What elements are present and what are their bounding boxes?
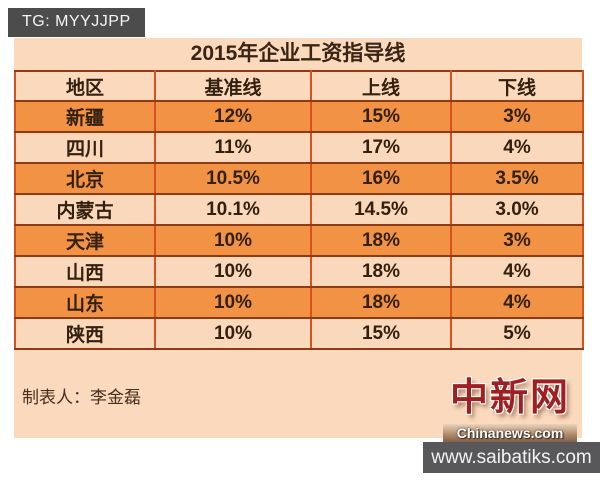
cell-upper: 16% <box>310 162 452 195</box>
cell-baseline: 10.5% <box>154 162 312 195</box>
cell-upper: 14.5% <box>310 193 452 226</box>
watermark-url: www.saibatiks.com <box>423 442 600 473</box>
cell-baseline: 10% <box>154 224 312 257</box>
cell-lower: 3% <box>450 100 584 133</box>
cell-lower: 3.5% <box>450 162 584 195</box>
cell-region: 北京 <box>14 162 156 195</box>
table-row: 山东 10% 18% 4% <box>14 286 584 319</box>
cell-baseline: 10% <box>154 286 312 319</box>
cell-lower: 3% <box>450 224 584 257</box>
table-row: 内蒙古 10.1% 14.5% 3.0% <box>14 193 584 226</box>
cell-region: 陕西 <box>14 317 156 350</box>
header-region: 地区 <box>14 70 156 102</box>
cell-lower: 5% <box>450 317 584 350</box>
header-lower-line: 下线 <box>450 70 584 102</box>
cell-region: 山东 <box>14 286 156 319</box>
cell-upper: 18% <box>310 255 452 288</box>
cell-upper: 17% <box>310 131 452 164</box>
cell-baseline: 11% <box>154 131 312 164</box>
cell-baseline: 12% <box>154 100 312 133</box>
cell-upper: 15% <box>310 317 452 350</box>
header-upper-line: 上线 <box>310 70 452 102</box>
table-row: 天津 10% 18% 3% <box>14 224 584 257</box>
cell-baseline: 10.1% <box>154 193 312 226</box>
header-baseline: 基准线 <box>154 70 312 102</box>
cell-region: 山西 <box>14 255 156 288</box>
chinanews-logo: 中新网 <box>449 374 570 419</box>
wage-guideline-table: 地区 基准线 上线 下线 新疆 12% 15% 3% 四川 11% 17% 4%… <box>14 70 584 350</box>
cell-lower: 3.0% <box>450 193 584 226</box>
table-credit: 制表人：李金磊 <box>22 388 141 407</box>
table-title: 2015年企业工资指导线 <box>190 42 406 65</box>
cell-region: 天津 <box>14 224 156 257</box>
wage-guideline-panel: 2015年企业工资指导线 地区 基准线 上线 下线 新疆 12% 15% 3% … <box>14 38 584 438</box>
cell-upper: 18% <box>310 286 452 319</box>
cell-upper: 18% <box>310 224 452 257</box>
cell-region: 内蒙古 <box>14 193 156 226</box>
cell-lower: 4% <box>450 255 584 288</box>
cell-lower: 4% <box>450 286 584 319</box>
table-row: 四川 11% 17% 4% <box>14 131 584 164</box>
table-row: 山西 10% 18% 4% <box>14 255 584 288</box>
cell-upper: 15% <box>310 100 452 133</box>
cell-baseline: 10% <box>154 255 312 288</box>
table-header-row: 地区 基准线 上线 下线 <box>14 70 584 102</box>
cell-region: 新疆 <box>14 100 156 133</box>
cell-lower: 4% <box>450 131 584 164</box>
table-row: 北京 10.5% 16% 3.5% <box>14 162 584 195</box>
tg-badge: TG: MYYJJPP <box>8 8 145 37</box>
cell-baseline: 10% <box>154 317 312 350</box>
cell-region: 四川 <box>14 131 156 164</box>
chinanews-logo-banner: Chinanews.com <box>443 424 577 443</box>
table-row: 新疆 12% 15% 3% <box>14 100 584 133</box>
table-row: 陕西 10% 15% 5% <box>14 317 584 350</box>
